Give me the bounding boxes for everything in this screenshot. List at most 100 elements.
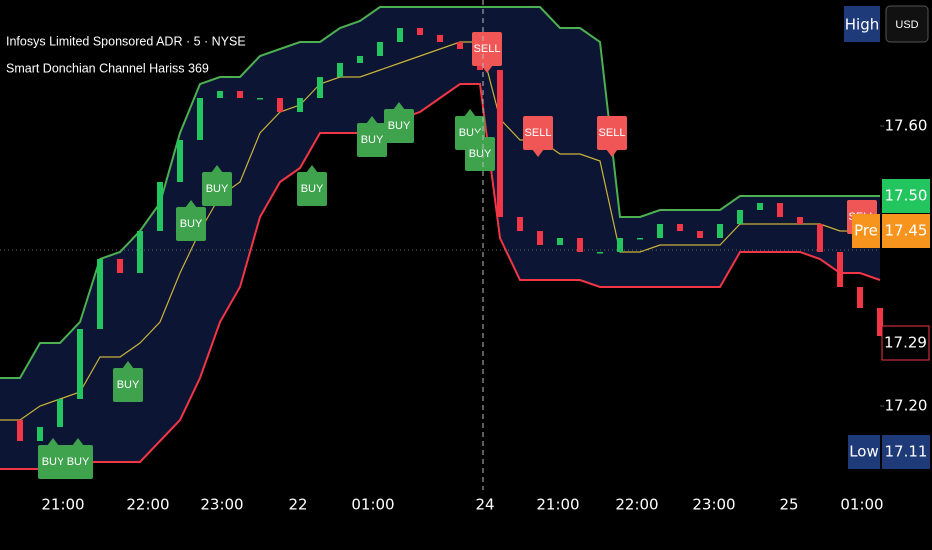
candle <box>57 399 63 427</box>
candle <box>597 252 603 254</box>
signal-pointer <box>122 361 134 369</box>
low-value: 17.11 <box>885 443 928 461</box>
signal-label: BUY <box>117 379 140 391</box>
signal-label: BUY <box>469 148 492 160</box>
signal-pointer <box>366 116 378 124</box>
signal-box <box>63 445 93 479</box>
current-price: 17.29 <box>884 334 927 352</box>
signal-box <box>38 445 68 479</box>
candle <box>857 287 863 308</box>
candle <box>317 77 323 98</box>
x-tick-label: 25 <box>779 496 798 514</box>
price-axis: 17.60 17.20 17.50 17.45 Pre 17.29 Low 17.11 <box>848 117 930 469</box>
candle <box>817 224 823 252</box>
signal-label: SELL <box>525 127 552 139</box>
high-label: High <box>845 16 879 34</box>
x-tick-label: 22 <box>288 496 307 514</box>
x-tick-label: 21:00 <box>41 496 84 514</box>
signal-box <box>176 207 206 241</box>
currency[interactable]: USD <box>895 19 918 31</box>
indicator-name: Smart Donchian Channel Hariss 369 <box>6 61 209 75</box>
candle <box>97 259 103 329</box>
candle <box>217 91 223 98</box>
signal-label: SELL <box>474 43 501 55</box>
candle <box>717 224 723 238</box>
signal-box <box>297 172 327 206</box>
signal-box <box>384 109 414 143</box>
low-tag: Low <box>849 443 879 461</box>
candle <box>157 182 163 231</box>
signal-label: BUY <box>67 456 90 468</box>
candle <box>397 28 403 42</box>
candle <box>557 238 563 245</box>
candle <box>17 420 23 441</box>
current-price-box <box>881 325 930 361</box>
band-line <box>0 6 880 379</box>
x-tick-label: 22:00 <box>615 496 658 514</box>
signal-label: BUY <box>388 120 411 132</box>
candle <box>437 35 443 42</box>
low-tag-box <box>848 435 880 469</box>
signal-pointer <box>606 149 618 157</box>
candle <box>757 203 763 210</box>
signal-pointer <box>481 65 493 73</box>
low-box <box>882 435 930 469</box>
candle <box>237 91 243 98</box>
candle <box>417 28 423 35</box>
last-price: 17.50 <box>885 187 928 205</box>
signal-label: BUY <box>42 456 65 468</box>
candle <box>197 98 203 140</box>
candle <box>137 231 143 273</box>
signal-label: BUY <box>206 183 229 195</box>
pre-tag: Pre <box>854 222 878 240</box>
signal-pointer <box>72 438 84 446</box>
currency-button[interactable] <box>885 5 929 43</box>
signal-box <box>523 116 553 150</box>
candle <box>337 63 343 77</box>
signal-box <box>465 137 495 171</box>
signal-label: BUY <box>301 183 324 195</box>
candle <box>77 329 83 399</box>
candle <box>277 98 283 112</box>
candle <box>697 231 703 238</box>
last-price-box <box>882 179 930 213</box>
signal-label: SELL <box>599 127 626 139</box>
candle <box>257 98 263 100</box>
pre-price-box <box>882 214 930 248</box>
chart-title: Infosys Limited Sponsored ADR · 5 · NYSE <box>6 34 246 48</box>
signal-box <box>472 32 502 66</box>
candle <box>677 224 683 231</box>
signal-pointer <box>306 165 318 173</box>
candle <box>657 224 663 238</box>
signal-pointer <box>464 109 476 117</box>
candle <box>577 238 583 252</box>
candle <box>837 252 843 287</box>
high-box <box>844 6 880 42</box>
band-line <box>0 41 881 421</box>
x-tick-label: 21:00 <box>536 496 579 514</box>
signal-pointer <box>532 149 544 157</box>
signal-box <box>202 172 232 206</box>
x-tick-label: 01:00 <box>840 496 883 514</box>
signal-box <box>113 368 143 402</box>
candle <box>357 56 363 63</box>
candle <box>537 231 543 245</box>
signal-pointer <box>185 200 197 208</box>
signal-box <box>597 116 627 150</box>
signal-box <box>357 123 387 157</box>
candle <box>497 70 503 217</box>
y-tick-label: 17.20 <box>885 397 928 415</box>
signal-pointer <box>211 165 223 173</box>
candle <box>517 217 523 231</box>
candle <box>797 217 803 224</box>
candle <box>457 42 463 49</box>
signal-label: BUY <box>180 218 203 230</box>
x-tick-label: 22:00 <box>126 496 169 514</box>
candle <box>37 427 43 441</box>
candle <box>297 98 303 112</box>
x-tick-label: 23:00 <box>692 496 735 514</box>
signal-label: BUY <box>361 134 384 146</box>
